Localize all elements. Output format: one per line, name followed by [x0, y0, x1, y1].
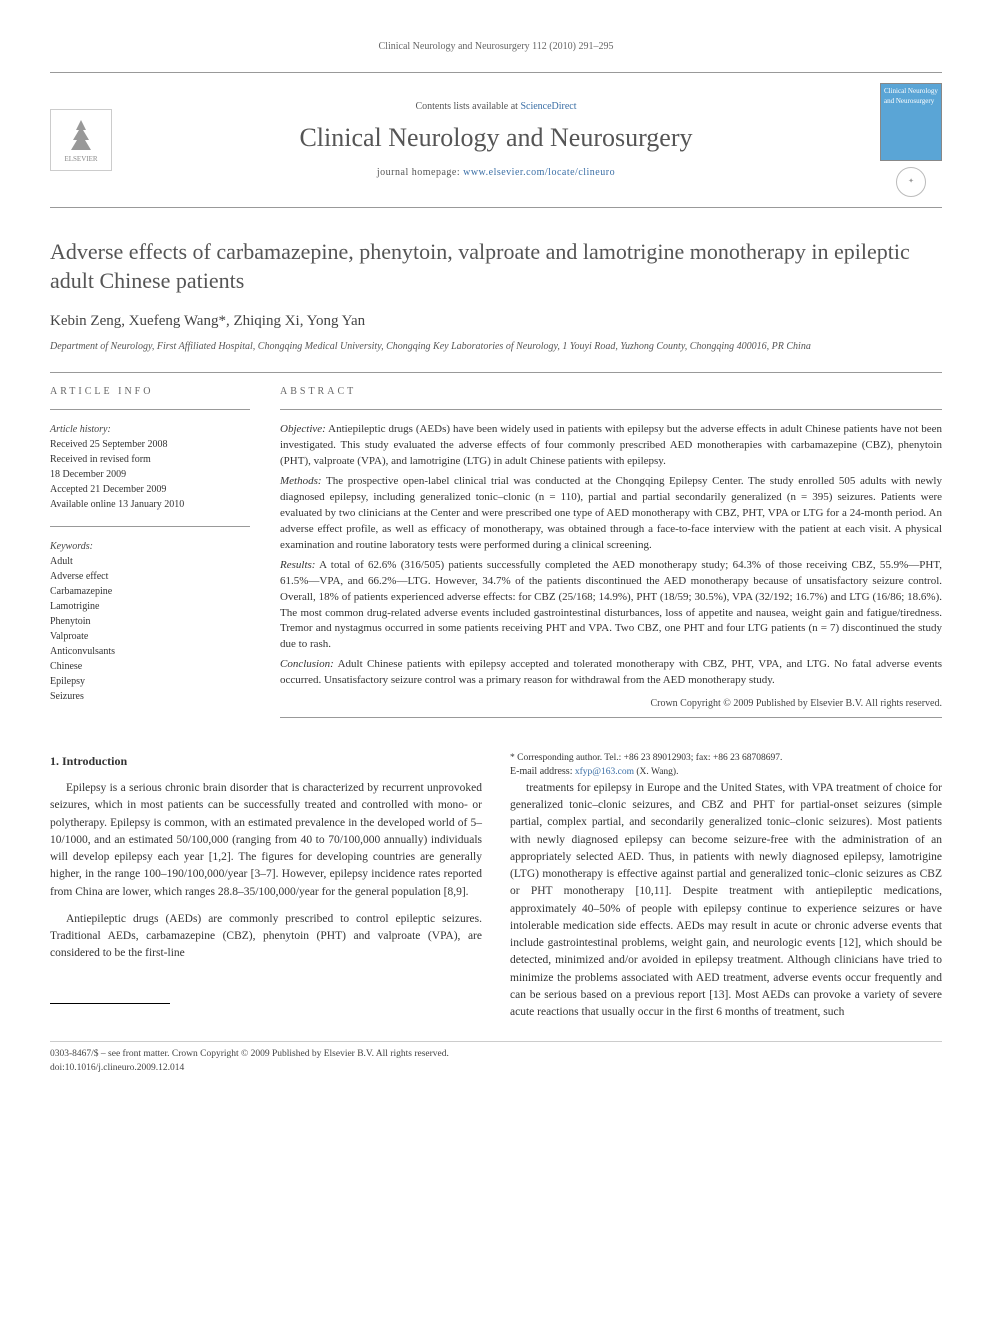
history-line: Accepted 21 December 2009 — [50, 482, 250, 497]
keyword: Valproate — [50, 629, 250, 644]
keyword: Carbamazepine — [50, 584, 250, 599]
history-line: 18 December 2009 — [50, 467, 250, 482]
abstract-results: Results: A total of 62.6% (316/505) pati… — [280, 558, 942, 654]
abstract-column: ABSTRACT Objective: Antiepileptic drugs … — [280, 385, 942, 730]
page-footer: 0303-8467/$ – see front matter. Crown Co… — [50, 1041, 942, 1075]
homepage-prefix: journal homepage: — [377, 167, 463, 178]
objective-text: Antiepileptic drugs (AEDs) have been wid… — [280, 423, 942, 467]
body-paragraph: Antiepileptic drugs (AEDs) are commonly … — [50, 911, 482, 963]
section-heading-introduction: 1. Introduction — [50, 752, 482, 770]
objective-label: Objective: — [280, 423, 326, 435]
divider — [50, 526, 250, 527]
article-title: Adverse effects of carbamazepine, phenyt… — [50, 238, 942, 295]
abstract-heading: ABSTRACT — [280, 385, 942, 399]
body-text-columns: 1. Introduction Epilepsy is a serious ch… — [50, 752, 942, 1021]
divider — [50, 372, 942, 373]
divider — [50, 409, 250, 410]
history-line: Received in revised form — [50, 452, 250, 467]
abstract-copyright: Crown Copyright © 2009 Published by Else… — [280, 697, 942, 711]
publisher-name: ELSEVIER — [64, 155, 97, 165]
abstract-conclusion: Conclusion: Adult Chinese patients with … — [280, 657, 942, 689]
corr-email-line: E-mail address: xfyp@163.com (X. Wang). — [510, 765, 942, 779]
conclusion-text: Adult Chinese patients with epilepsy acc… — [280, 658, 942, 686]
keywords-label: Keywords: — [50, 539, 250, 554]
keyword: Lamotrigine — [50, 599, 250, 614]
keyword: Anticonvulsants — [50, 644, 250, 659]
author-list: Kebin Zeng, Xuefeng Wang*, Zhiqing Xi, Y… — [50, 311, 942, 332]
corresponding-author-footnote: * Corresponding author. Tel.: +86 23 890… — [510, 752, 942, 780]
article-history-block: Article history: Received 25 September 2… — [50, 422, 250, 512]
corr-author-line: * Corresponding author. Tel.: +86 23 890… — [510, 752, 942, 765]
divider — [280, 717, 942, 718]
homepage-link[interactable]: www.elsevier.com/locate/clineuro — [463, 167, 615, 178]
article-info-column: ARTICLE INFO Article history: Received 2… — [50, 385, 250, 730]
email-label: E-mail address: — [510, 766, 572, 777]
sciencedirect-link[interactable]: ScienceDirect — [520, 101, 576, 112]
footnote-rule — [50, 1003, 170, 1004]
elsevier-logo: ELSEVIER — [50, 109, 112, 171]
running-head: Clinical Neurology and Neurosurgery 112 … — [50, 40, 942, 54]
conclusion-label: Conclusion: — [280, 658, 334, 670]
keyword: Seizures — [50, 689, 250, 704]
divider — [280, 409, 942, 410]
abstract-methods: Methods: The prospective open-label clin… — [280, 474, 942, 554]
journal-cover-thumbnail: Clinical Neurology and Neurosurgery — [880, 83, 942, 161]
abstract-objective: Objective: Antiepileptic drugs (AEDs) ha… — [280, 422, 942, 470]
keyword: Adverse effect — [50, 569, 250, 584]
contents-available-line: Contents lists available at ScienceDirec… — [128, 100, 864, 114]
elsevier-tree-icon — [61, 115, 101, 155]
history-label: Article history: — [50, 422, 250, 437]
keywords-block: Keywords: Adult Adverse effect Carbamaze… — [50, 539, 250, 704]
journal-homepage-line: journal homepage: www.elsevier.com/locat… — [128, 166, 864, 180]
methods-text: The prospective open-label clinical tria… — [280, 475, 942, 551]
affiliation: Department of Neurology, First Affiliate… — [50, 340, 942, 354]
history-line: Received 25 September 2008 — [50, 437, 250, 452]
results-label: Results: — [280, 559, 315, 571]
keyword: Adult — [50, 554, 250, 569]
cover-title: Clinical Neurology and Neurosurgery — [884, 87, 938, 107]
keyword: Chinese — [50, 659, 250, 674]
keyword: Epilepsy — [50, 674, 250, 689]
issn-copyright-line: 0303-8467/$ – see front matter. Crown Co… — [50, 1048, 942, 1061]
journal-name: Clinical Neurology and Neurosurgery — [128, 120, 864, 156]
doi-line: doi:10.1016/j.clineuro.2009.12.014 — [50, 1062, 942, 1075]
article-info-heading: ARTICLE INFO — [50, 385, 250, 399]
history-line: Available online 13 January 2010 — [50, 497, 250, 512]
keyword: Phenytoin — [50, 614, 250, 629]
quality-badge-icon: ✦ — [896, 167, 926, 197]
corr-email-link[interactable]: xfyp@163.com — [575, 767, 634, 777]
journal-masthead: ELSEVIER Contents lists available at Sci… — [50, 72, 942, 208]
body-paragraph: treatments for epilepsy in Europe and th… — [510, 780, 942, 1022]
corr-email-suffix: (X. Wang). — [636, 767, 678, 777]
methods-label: Methods: — [280, 475, 322, 487]
results-text: A total of 62.6% (316/505) patients succ… — [280, 559, 942, 651]
body-paragraph: Epilepsy is a serious chronic brain diso… — [50, 780, 482, 901]
contents-prefix: Contents lists available at — [415, 101, 520, 112]
